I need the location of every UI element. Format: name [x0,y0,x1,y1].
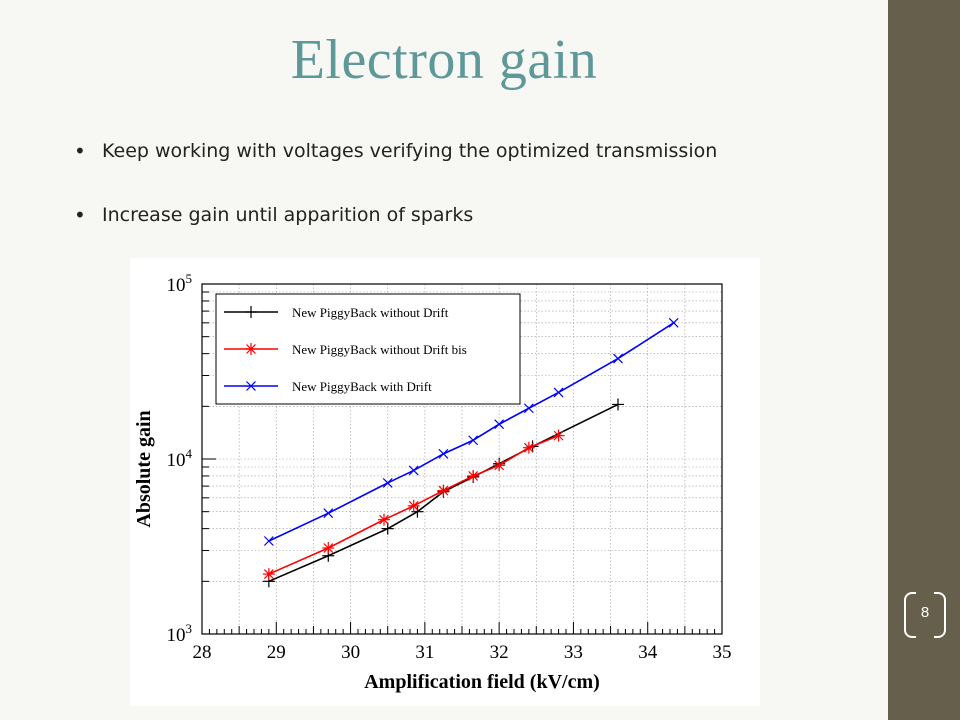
data-point-marker [612,398,624,411]
data-point-marker [407,499,420,512]
x-tick-label: 32 [490,642,509,663]
data-point-marker [245,306,257,318]
data-point-marker [467,469,480,482]
x-tick-label: 35 [713,642,732,663]
data-point-marker [552,429,565,442]
y-tick-label: 103 [167,621,193,646]
right-bracket [934,592,946,638]
left-bracket [904,592,916,638]
data-point-marker [262,568,275,581]
data-point-marker [323,508,334,519]
data-point-marker [246,381,256,391]
data-point-marker [493,459,506,472]
page-number: 8 [920,604,930,621]
y-tick-label: 105 [167,271,193,296]
data-point-marker [245,343,257,355]
x-tick-label: 33 [564,642,583,663]
page-number-box: 8 [904,592,946,638]
bullet-item: Keep working with voltages verifying the… [70,139,717,163]
data-point-marker [522,441,535,454]
legend-label: New PiggyBack without Drift bis [292,342,467,357]
legend-label: New PiggyBack with Drift [292,379,432,394]
data-point-marker [668,317,679,328]
data-point-marker [523,403,534,414]
y-axis-label: Absolute gain [133,410,155,527]
data-point-marker [494,419,505,430]
x-tick-label: 29 [267,642,286,663]
data-point-marker [553,387,564,398]
x-tick-label: 30 [341,642,360,663]
gain-chart: 28 29 30 31 32 33 34 35 103 104 105 Amplification f… [133,271,732,693]
data-point-marker [322,542,335,555]
legend-label: New PiggyBack without Drift [292,305,449,320]
x-tick-label: 31 [415,642,434,663]
data-point-marker [437,484,450,497]
chart-area: 28 29 30 31 32 33 34 35 103 104 105 Amplification f… [130,258,760,706]
y-tick-label: 104 [167,446,193,471]
data-point-marker [263,536,274,546]
slide-title: Electron gain [290,29,598,91]
x-tick-label: 28 [193,642,212,663]
sidebar-band [888,0,960,720]
data-point-marker [408,465,419,476]
data-point-marker [468,435,479,446]
bullet-list: Keep working with voltages verifying the… [70,139,717,268]
data-point-marker [381,522,394,535]
data-point-marker [613,353,623,364]
data-point-marker [438,448,449,459]
x-tick-label: 34 [638,642,658,663]
x-axis-label: Amplification field (kV/cm) [364,671,600,693]
data-point-marker [378,513,390,526]
bullet-item: Increase gain until apparition of sparks [70,203,717,227]
data-point-marker [382,477,393,488]
